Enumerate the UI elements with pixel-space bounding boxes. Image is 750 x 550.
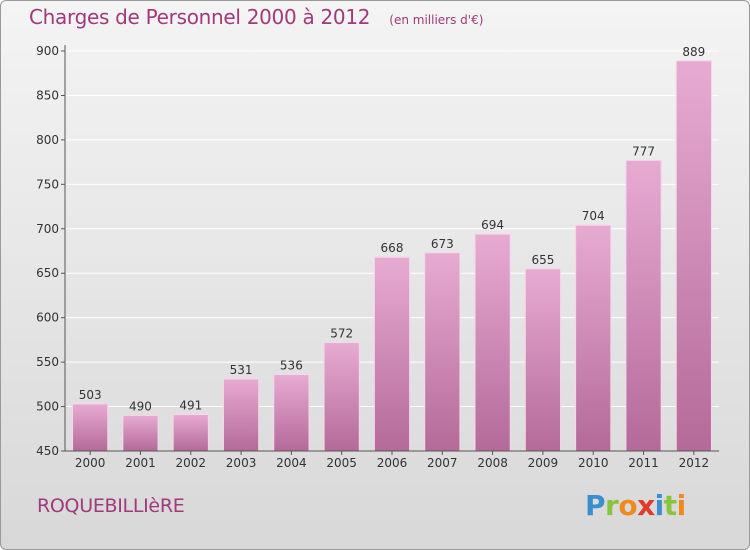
bars [72, 60, 712, 452]
data-label: 694 [481, 218, 504, 232]
data-label: 668 [381, 241, 404, 255]
y-tick-label: 750 [36, 177, 59, 191]
data-label: 673 [431, 237, 454, 251]
bar-2009 [524, 268, 562, 452]
bar-2006 [373, 256, 411, 452]
data-label: 777 [632, 144, 655, 158]
data-label: 536 [280, 359, 303, 373]
x-tick-label: 2002 [175, 456, 206, 470]
x-tick-label: 2011 [628, 456, 659, 470]
y-axis-ticks: 450 500 550 600 650 700 750 800 850 900 [36, 44, 65, 458]
y-tick-label: 550 [36, 355, 59, 369]
x-tick-label: 2006 [377, 456, 408, 470]
data-labels: 503 490 491 531 536 572 668 673 694 655 704 777 889 [79, 45, 706, 414]
y-tick-label: 600 [36, 311, 59, 325]
x-tick-label: 2004 [276, 456, 307, 470]
bar-2001 [122, 414, 159, 452]
data-label: 503 [79, 388, 102, 402]
data-label: 531 [230, 363, 253, 377]
y-tick-label: 900 [36, 44, 59, 58]
bar-2008 [474, 233, 511, 452]
y-tick-label: 500 [36, 400, 59, 414]
bar-2000 [72, 403, 109, 452]
x-axis-ticks: 2000 2001 2002 2003 2004 2005 2006 2007 2008 2009… [75, 451, 709, 470]
y-tick-label: 450 [36, 444, 59, 458]
y-tick-label: 800 [36, 133, 59, 147]
y-tick-label: 850 [36, 88, 59, 102]
commune-name: ROQUEBILLIèRE [37, 495, 185, 517]
bar-2002 [172, 414, 209, 452]
x-tick-label: 2003 [226, 456, 257, 470]
data-label: 704 [582, 209, 605, 223]
logo-letter: i [654, 489, 665, 522]
x-tick-label: 2001 [125, 456, 156, 470]
logo-letter: i [676, 489, 687, 522]
bar-2003 [222, 378, 260, 452]
data-label: 490 [129, 399, 152, 413]
proxiti-logo: Proxiti [585, 489, 686, 522]
y-tick-label: 650 [36, 266, 59, 280]
data-label: 889 [682, 45, 705, 59]
chart-title: Charges de Personnel 2000 à 2012 [29, 5, 371, 29]
bar-2012 [675, 60, 712, 452]
chart-header: Charges de Personnel 2000 à 2012 (en mil… [29, 5, 483, 29]
chart-subtitle: (en milliers d'€) [389, 13, 484, 27]
x-tick-label: 2005 [326, 456, 357, 470]
x-tick-label: 2008 [477, 456, 508, 470]
x-tick-label: 2007 [427, 456, 458, 470]
logo-letter: t [663, 489, 677, 522]
data-label: 655 [531, 253, 554, 267]
bar-2005 [323, 342, 360, 452]
x-tick-label: 2000 [75, 456, 106, 470]
x-tick-label: 2009 [528, 456, 559, 470]
x-tick-label: 2010 [578, 456, 609, 470]
bar-2007 [424, 252, 461, 452]
logo-letter: P [585, 489, 606, 522]
logo-letter: o [618, 489, 638, 522]
data-label: 572 [330, 327, 353, 341]
logo-letter: x [637, 489, 655, 522]
x-tick-label: 2012 [679, 456, 710, 470]
bar-2011 [625, 159, 662, 452]
data-label: 491 [179, 399, 202, 413]
bar-2010 [575, 224, 612, 452]
y-tick-label: 700 [36, 222, 59, 236]
logo-letter: r [605, 489, 619, 522]
bar-2004 [273, 374, 310, 452]
